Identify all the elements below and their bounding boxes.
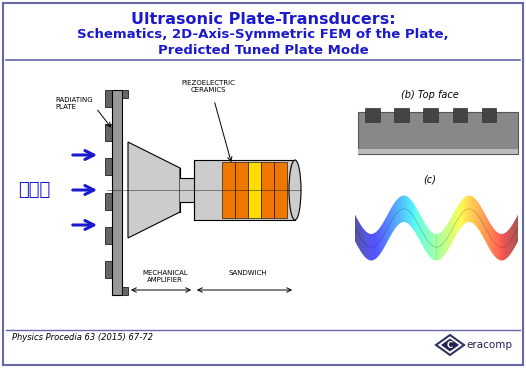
Ellipse shape [289, 160, 301, 220]
Text: MECHANICAL
AMPLIFIER: MECHANICAL AMPLIFIER [142, 270, 188, 283]
Bar [122, 90, 128, 98]
Bar [274, 162, 287, 218]
Bar [235, 162, 248, 218]
Bar [358, 149, 518, 154]
Text: PIEZOELECTRIC
CERAMICS: PIEZOELECTRIC CERAMICS [181, 80, 235, 93]
Polygon shape [442, 339, 458, 351]
Text: eracomp: eracomp [466, 340, 512, 350]
Text: Ultrasonic Plate-Transducers:: Ultrasonic Plate-Transducers: [130, 12, 396, 27]
Bar [358, 112, 518, 154]
Bar [261, 162, 274, 218]
Bar [112, 90, 122, 295]
Bar [423, 108, 438, 122]
Bar [105, 261, 112, 278]
Bar [105, 227, 112, 244]
Bar [394, 108, 409, 122]
Text: (c): (c) [423, 175, 437, 185]
Bar [248, 162, 261, 218]
Bar [482, 108, 496, 122]
Text: (b) Top face: (b) Top face [401, 90, 459, 100]
Polygon shape [436, 335, 464, 355]
Bar [105, 158, 112, 176]
Bar [222, 162, 235, 218]
Text: Schematics, 2D-Axis-Symmetric FEM of the Plate,: Schematics, 2D-Axis-Symmetric FEM of the… [77, 28, 449, 41]
Text: SANDWICH: SANDWICH [229, 270, 267, 276]
Bar [365, 108, 380, 122]
Bar [194, 160, 295, 220]
Bar [105, 124, 112, 141]
Bar [452, 108, 467, 122]
Text: 씻음파: 씻음파 [18, 181, 50, 199]
Text: RADIATING
PLATE: RADIATING PLATE [55, 97, 93, 110]
Bar [105, 90, 112, 107]
Text: C: C [447, 340, 453, 350]
Bar [122, 287, 128, 295]
Bar [180, 178, 194, 202]
Text: Predicted Tuned Plate Mode: Predicted Tuned Plate Mode [158, 44, 368, 57]
Bar [105, 192, 112, 210]
Text: Physics Procedia 63 (2015) 67-72: Physics Procedia 63 (2015) 67-72 [12, 333, 153, 342]
Polygon shape [128, 142, 180, 238]
